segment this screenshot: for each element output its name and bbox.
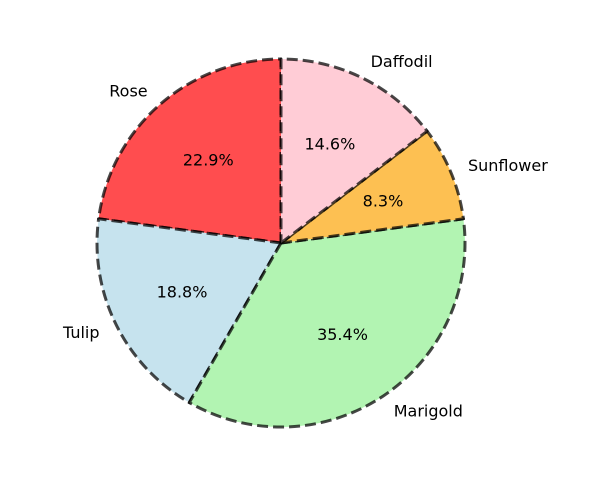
- pie-slice-sunflower: [279, 129, 465, 245]
- pct-label-tulip: 18.8%: [157, 282, 208, 301]
- slice-label-marigold: Marigold: [394, 402, 463, 421]
- pct-label-sunflower: 8.3%: [363, 191, 404, 210]
- slice-label-daffodil: Daffodil: [371, 52, 433, 71]
- labels-layer: 22.9% Rose 18.8% Tulip 35.4% Marigold 8.3% Sunf…: [62, 52, 548, 421]
- slice-label-rose: Rose: [109, 81, 147, 100]
- pie-slice-tulip: [95, 217, 283, 405]
- pct-label-marigold: 35.4%: [317, 325, 368, 344]
- slice-label-tulip: Tulip: [62, 323, 100, 342]
- pct-label-rose: 22.9%: [183, 150, 234, 169]
- pie-slice-rose: [97, 57, 283, 245]
- pct-label-daffodil: 14.6%: [304, 135, 355, 154]
- slice-label-sunflower: Sunflower: [468, 156, 548, 175]
- pie-slice-marigold: [187, 217, 467, 429]
- pie-slice-daffodil: [279, 57, 429, 245]
- slices-layer: [95, 57, 467, 429]
